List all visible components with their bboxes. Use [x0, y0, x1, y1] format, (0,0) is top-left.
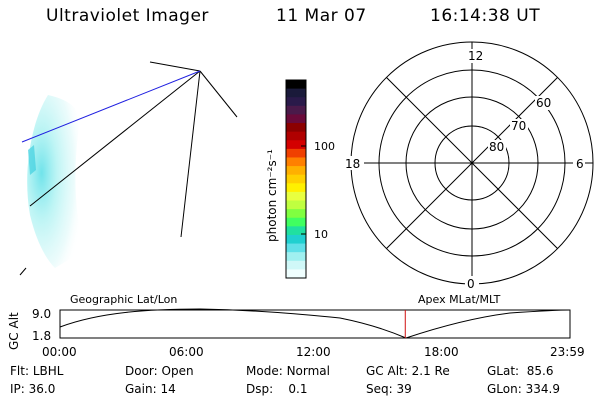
colorbar-segment: [286, 105, 306, 116]
mlt-label-18: 18: [345, 157, 360, 171]
altitude-curve: [59, 308, 571, 339]
info-seq: Seq: 39: [366, 382, 412, 396]
colorbar-segment: [286, 166, 306, 176]
colorbar-segment: [286, 260, 306, 270]
colorbar-tick-label: 10: [314, 228, 328, 241]
colorbar-segment: [286, 174, 306, 184]
alt-tick-1-8: 1.8: [32, 329, 51, 343]
lat-label-60: 60: [536, 96, 551, 110]
colorbar-segment: [286, 226, 306, 236]
colorbar-segment: [286, 183, 306, 193]
info-mode: Mode: Normal: [246, 364, 330, 378]
colorbar-segment: [286, 140, 306, 150]
colorbar-segment: [286, 209, 306, 219]
colorbar-segment: [286, 148, 306, 159]
colorbar-segment: [286, 252, 306, 262]
geographic-label: Geographic Lat/Lon: [70, 293, 177, 306]
info-flt: Flt: LBHL: [10, 364, 64, 378]
colorbar-segment: [286, 157, 306, 167]
colorbar-segment: [286, 217, 306, 227]
time-label: 16:14:38 UT: [430, 6, 541, 26]
colorbar-segment: [286, 80, 306, 90]
colorbar-segment: [286, 114, 306, 124]
info-glat: GLat: 85.6: [487, 364, 554, 378]
colorbar-segment: [286, 123, 306, 133]
info-gc-alt: GC Alt: 2.1 Re: [366, 364, 450, 378]
x-tick-0000: 00:00: [42, 345, 77, 359]
apex-label: Apex MLat/MLT: [418, 293, 501, 306]
x-tick-1200: 12:00: [296, 345, 331, 359]
lat-label-80: 80: [489, 140, 504, 154]
info-gain: Gain: 14: [125, 382, 176, 396]
colorbar-segment: [286, 234, 306, 245]
colorbar-segment: [286, 243, 306, 253]
info-door: Door: Open: [125, 364, 194, 378]
orbit-timeline: Geographic Lat/Lon Apex MLat/MLT 9.0 1.8…: [7, 293, 585, 359]
geographic-lines: [19, 61, 238, 276]
info-ip: IP: 36.0: [10, 382, 56, 396]
colorbar: 100 10 photon cm⁻²s⁻¹: [265, 79, 335, 279]
date-label: 11 Mar 07: [276, 6, 367, 26]
info-dsp: Dsp: 0.1: [246, 382, 308, 396]
colorbar-segment: [286, 191, 306, 202]
alt-tick-9: 9.0: [32, 307, 51, 321]
auroral-image: [27, 95, 86, 268]
lat-label-70: 70: [511, 119, 526, 133]
mlt-label-12: 12: [468, 49, 483, 63]
colorbar-segment: [286, 200, 306, 210]
colorbar-segment: [286, 269, 306, 279]
info-glon: GLon: 334.9: [487, 382, 560, 396]
x-tick-2359: 23:59: [550, 345, 585, 359]
colorbar-segment: [286, 88, 306, 98]
instrument-title: Ultraviolet Imager: [46, 6, 209, 26]
x-tick-0600: 06:00: [169, 345, 204, 359]
colorbar-segment: [286, 97, 306, 107]
colorbar-unit-label: photon cm⁻²s⁻¹: [265, 149, 279, 242]
colorbar-segment: [286, 131, 306, 141]
mlt-label-6: 6: [576, 157, 584, 171]
gc-alt-axis-label: GC Alt: [7, 312, 21, 350]
x-tick-1800: 18:00: [424, 345, 459, 359]
polar-plot: [350, 41, 594, 285]
colorbar-tick-label: 100: [314, 140, 335, 153]
mlt-label-0: 0: [467, 277, 475, 291]
